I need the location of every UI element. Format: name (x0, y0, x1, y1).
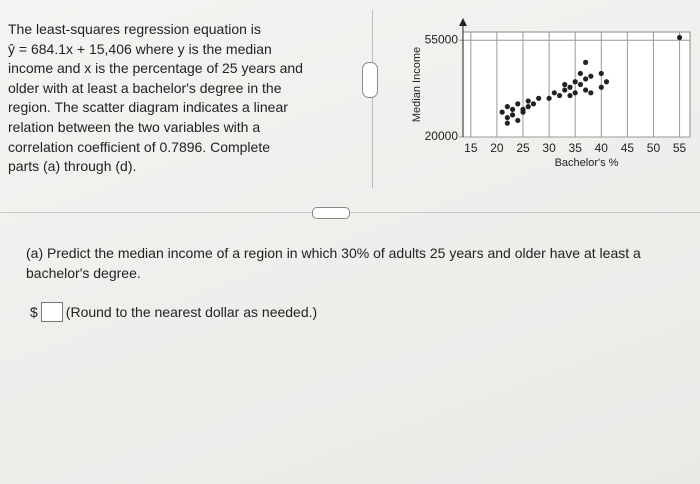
currency: $ (30, 304, 38, 320)
x-tick-label: 35 (569, 141, 583, 155)
hint: (Round to the nearest dollar as needed.) (65, 304, 318, 320)
x-tick-label: 30 (542, 141, 556, 155)
point (525, 98, 531, 104)
y-axis-label: Median Income (411, 47, 423, 122)
intro-line: income and x is the percentage of 25 yea… (8, 60, 303, 77)
divider (372, 10, 373, 188)
point (572, 90, 578, 96)
point (583, 87, 589, 93)
point (504, 120, 510, 126)
point (572, 79, 578, 85)
point (556, 92, 563, 99)
point (515, 117, 521, 124)
x-tick-label: 55 (673, 141, 687, 155)
point (577, 70, 584, 77)
point (577, 81, 584, 88)
point (588, 90, 594, 96)
intro-line: parts (a) through (d). (8, 158, 137, 175)
point (499, 109, 505, 115)
divider (0, 212, 700, 213)
point (504, 104, 510, 110)
panel-handle[interactable] (362, 62, 378, 98)
question: (a) Predict the median income of a regio… (26, 245, 641, 281)
plot-area (462, 31, 691, 138)
point (515, 101, 521, 107)
answer-input[interactable] (40, 302, 63, 322)
point (536, 95, 542, 101)
point (551, 90, 557, 96)
point (525, 104, 531, 110)
point (546, 95, 552, 101)
point (588, 73, 594, 79)
x-tick-label: 40 (595, 141, 609, 155)
x-tick-label: 15 (464, 141, 478, 155)
y-tick-label: 55000 (425, 32, 459, 46)
x-tick-label: 50 (647, 141, 661, 155)
y-tick-label: 20000 (425, 129, 459, 143)
point (567, 84, 573, 90)
intro-line: ŷ = 684.1x + 15,406 where y is the media… (8, 40, 272, 57)
point (509, 112, 516, 118)
point (598, 84, 604, 90)
intro: The least-squares regression equation is… (8, 20, 303, 177)
chart: 15 20 25 30 35 40 45 50 55 20000 55000 Bachelor's %… (411, 18, 691, 169)
axis-arrow (459, 18, 467, 26)
point (504, 115, 510, 121)
point (583, 59, 589, 65)
intro-line: The least-squares regression equation is (8, 21, 261, 37)
point (530, 101, 537, 107)
point (603, 79, 610, 85)
x-tick-label: 25 (516, 141, 530, 155)
point (562, 81, 568, 88)
point (509, 106, 516, 112)
point (676, 34, 683, 41)
point (520, 109, 526, 115)
point (567, 92, 573, 99)
intro-line: correlation coefficient of 0.7896. Compl… (8, 138, 271, 155)
answer-row: $ (Round to the nearest dollar as needed… (30, 302, 317, 322)
point (583, 76, 589, 82)
x-tick-label: 45 (621, 141, 635, 155)
x-axis-label: Bachelor's % (555, 157, 619, 169)
expand-button[interactable] (312, 207, 350, 219)
point (562, 87, 568, 93)
x-tick-label: 20 (490, 141, 504, 155)
point (598, 70, 604, 77)
intro-line: relation between the two variables with … (8, 118, 261, 135)
intro-line: region. The scatter diagram indicates a … (8, 99, 288, 116)
intro-line: older with at least a bachelor's degree … (8, 79, 282, 96)
